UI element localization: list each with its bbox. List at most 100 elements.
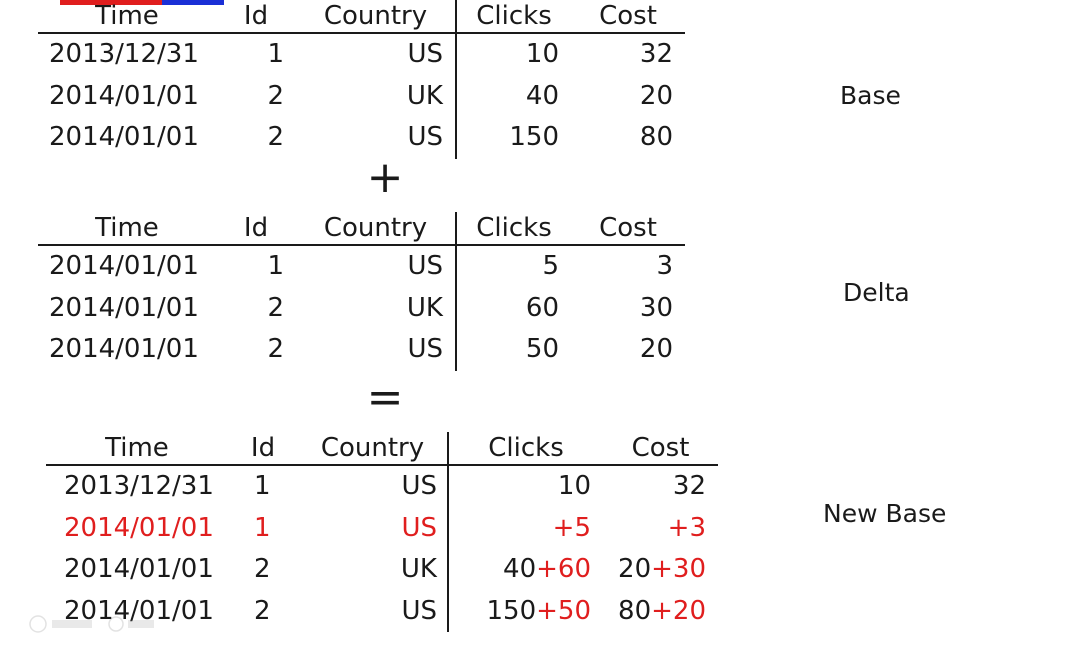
base-table: Time Id Country Clicks Cost 2013/12/31 1…: [38, 0, 685, 159]
cell-country: US: [298, 465, 449, 508]
col-header-clicks: Clicks: [476, 1, 552, 31]
cost-delta-value: +20: [651, 595, 706, 626]
delta-table: Time Id Country Clicks Cost 2014/01/01 1…: [38, 212, 685, 371]
cell-time: 2013/12/31: [64, 471, 214, 501]
base-label: Base: [840, 81, 901, 110]
table-row: 2014/01/01 2 US 150 80: [38, 117, 685, 159]
cost-base-value: 80: [618, 595, 652, 626]
cell-time: 2014/01/01: [49, 334, 199, 364]
col-header-cost: Cost: [599, 1, 657, 31]
plus-operator: +: [366, 152, 404, 203]
cell-time: 2014/01/01: [64, 595, 214, 626]
new-base-table: Time Id Country Clicks Cost 2013/12/31 1…: [46, 432, 718, 632]
col-header-id: Id: [250, 433, 276, 463]
cell-id: 2: [267, 292, 284, 323]
clicks-base-value: 40: [503, 554, 537, 584]
cell-cost: 32: [639, 39, 673, 69]
cell-time: 2014/01/01: [49, 122, 199, 152]
cell-cost: 80: [639, 122, 673, 152]
cell-clicks: 10: [525, 39, 559, 69]
col-header-cost: Cost: [599, 213, 657, 243]
col-header-clicks: Clicks: [488, 433, 564, 463]
cell-id: 2: [267, 80, 284, 111]
cell-cost: 20: [639, 80, 673, 111]
table-row: 2013/12/31 1 US 10 32: [38, 33, 685, 76]
cell-clicks: 40+60: [448, 549, 603, 591]
cell-country: UK: [296, 287, 457, 329]
cell-id: 1: [254, 471, 271, 501]
table-row: 2013/12/31 1 US 10 32: [46, 465, 718, 508]
progress-bar-blue: [162, 0, 224, 5]
clicks-delta-value: +50: [536, 595, 591, 626]
cell-cost: 80+20: [603, 591, 718, 633]
col-header-id: Id: [243, 213, 269, 243]
cell-id: 2: [254, 554, 271, 584]
watermark-logo: [29, 615, 154, 633]
col-header-id: Id: [243, 1, 269, 31]
cell-time: 2014/01/01: [49, 292, 199, 323]
equals-operator: =: [366, 372, 404, 423]
cell-clicks: 40: [525, 80, 559, 111]
clicks-delta-value: +60: [536, 554, 591, 584]
new-base-label: New Base: [823, 499, 947, 528]
delta-label: Delta: [843, 278, 910, 307]
cell-clicks: 150+50: [448, 591, 603, 633]
cost-delta-value: +3: [667, 512, 706, 543]
col-header-time: Time: [95, 213, 159, 243]
col-header-time: Time: [105, 433, 169, 463]
cell-cost: 20+30: [603, 549, 718, 591]
cell-time: 2013/12/31: [49, 39, 199, 69]
table-header-row: Time Id Country Clicks Cost: [46, 432, 718, 465]
table-row: 2014/01/01 2 US 50 20: [38, 329, 685, 371]
cell-clicks: 10: [448, 465, 603, 508]
cell-cost: 20: [639, 334, 673, 364]
cell-country: US: [296, 33, 457, 76]
col-header-clicks: Clicks: [476, 213, 552, 243]
cell-country: UK: [296, 75, 457, 117]
table-row: 2014/01/01 2 US 150+50 80+20: [46, 590, 718, 633]
cell-id: 2: [267, 122, 284, 152]
table-row: 2014/01/01 1 US 5 3: [38, 245, 685, 288]
clicks-delta-value: +5: [552, 512, 591, 543]
cell-clicks: +5: [448, 508, 603, 550]
cell-time: 2014/01/01: [49, 80, 199, 111]
cell-cost: 30: [639, 292, 673, 323]
cell-clicks: 50: [525, 334, 559, 364]
cell-country: US: [298, 507, 449, 549]
cell-cost: +3: [603, 508, 718, 550]
cell-id: 2: [267, 334, 284, 364]
cell-id: 1: [267, 251, 284, 281]
cell-id: 1: [267, 39, 284, 69]
cell-time: 2014/01/01: [64, 554, 214, 584]
cell-time: 2014/01/01: [49, 251, 199, 281]
cell-country: US: [296, 329, 457, 371]
col-header-country: Country: [296, 212, 457, 245]
cell-country: US: [296, 245, 457, 288]
table-row: 2014/01/01 2 UK 40 20: [38, 75, 685, 117]
cell-country: US: [296, 117, 457, 159]
cost-base-value: 20: [618, 554, 652, 584]
col-header-country: Country: [298, 432, 449, 465]
cost-base-value: 32: [672, 471, 706, 501]
cell-cost: 32: [603, 465, 718, 508]
col-header-country: Country: [296, 0, 457, 33]
table-row-new: 2014/01/01 1 US +5 +3: [46, 507, 718, 550]
cell-clicks: 5: [542, 251, 559, 281]
cell-cost: 3: [656, 251, 673, 281]
col-header-cost: Cost: [631, 433, 690, 463]
clicks-base-value: 150: [486, 595, 537, 626]
cell-country: US: [298, 590, 449, 632]
cost-delta-value: +30: [651, 554, 706, 584]
cell-clicks: 150: [509, 122, 559, 152]
progress-bar-red: [60, 0, 162, 5]
cell-id: 2: [254, 595, 271, 626]
cell-time: 2014/01/01: [64, 512, 214, 543]
clicks-base-value: 10: [557, 471, 591, 501]
table-header-row: Time Id Country Clicks Cost: [38, 212, 685, 245]
col-header-time: Time: [95, 1, 159, 31]
cell-country: UK: [298, 549, 449, 591]
cell-id: 1: [254, 512, 271, 543]
table-header-row: Time Id Country Clicks Cost: [38, 0, 685, 33]
cell-clicks: 60: [525, 292, 559, 323]
table-row: 2014/01/01 2 UK 40+60 20+30: [46, 549, 718, 591]
